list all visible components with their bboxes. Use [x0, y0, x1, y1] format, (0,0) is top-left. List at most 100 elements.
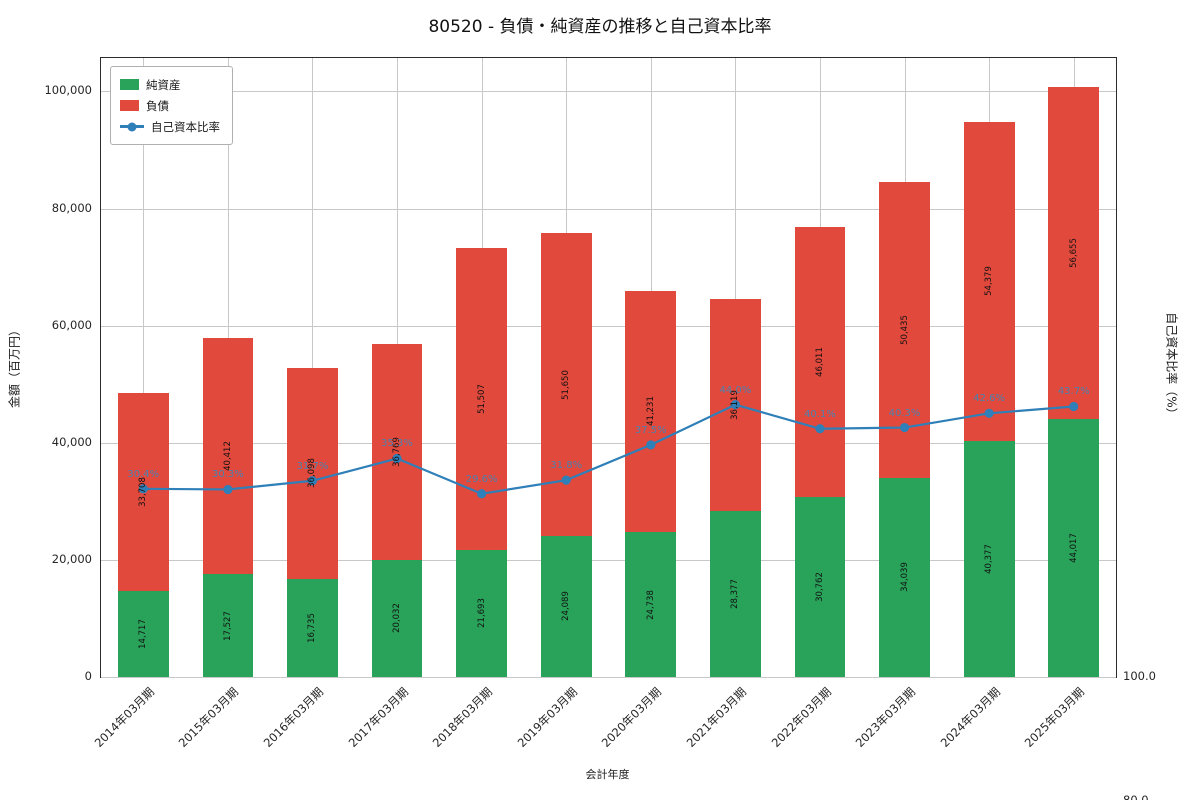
bar-segment-equity — [202, 574, 254, 677]
x-tick-text: 2017年03月期 — [345, 684, 411, 751]
legend-label-liabilities: 負債 — [146, 98, 169, 113]
bar-segment-equity — [1048, 419, 1100, 677]
x-tick-text: 2024年03月期 — [937, 684, 1003, 751]
grid-line-vertical — [312, 58, 314, 677]
ratio-label: 42.6% — [973, 393, 1006, 405]
legend-line-ratio-icon — [120, 122, 144, 131]
x-tick-text: 2021年03月期 — [683, 684, 749, 751]
ratio-point — [307, 476, 318, 486]
grid-line-vertical — [143, 58, 145, 677]
bar-segment-equity — [540, 535, 592, 677]
ratio-trend-line — [138, 400, 1079, 499]
bar-segment-liabilities — [371, 344, 423, 560]
bar-segment-equity — [963, 440, 1015, 677]
bar-segment-equity — [371, 559, 423, 677]
bar-segment-liabilities — [794, 227, 846, 497]
ratio-point — [815, 424, 825, 434]
ratio-point — [477, 489, 487, 499]
ratio-point — [1069, 401, 1079, 412]
bar-segment-liabilities — [202, 337, 254, 575]
ratio-point — [899, 422, 910, 433]
value-label-equity: 40,377 — [984, 543, 995, 574]
value-label-equity: 16,735 — [307, 613, 318, 643]
value-label-liabilities: 46,011 — [814, 347, 825, 378]
value-label-liabilities: 51,507 — [476, 384, 487, 415]
ratio-point — [223, 484, 233, 495]
y-left-tick-label: 40,000 — [51, 434, 92, 449]
legend-item-ratio: 自己資本比率 — [120, 116, 220, 137]
value-label-liabilities: 54,379 — [984, 266, 995, 297]
y-axis-right-label: 自己資本比率（%） — [1164, 312, 1179, 420]
y-axis-left-label: 金額（百万円） — [7, 323, 22, 409]
y-left-tick-label: 80,000 — [51, 200, 92, 215]
bar-segment-equity — [287, 579, 338, 677]
x-tick-text: 2018年03月期 — [429, 684, 496, 751]
x-axis-label: 会計年度 — [585, 768, 630, 781]
ratio-point — [984, 408, 994, 418]
bar-segment-liabilities — [540, 233, 592, 536]
value-label-equity: 44,017 — [1068, 533, 1079, 563]
legend-item-equity: 純資産 — [120, 74, 220, 95]
plot-area: 14,717 33,708 17,527 40,412 16,735 36,098 20,0… — [100, 57, 1117, 678]
ratio-label: 40.1% — [804, 408, 836, 420]
ratio-label: 30.3% — [211, 469, 244, 481]
ratio-label: 30.4% — [127, 468, 160, 480]
y-left-tick-label: 100,000 — [44, 83, 92, 98]
value-label-equity: 24,089 — [561, 591, 572, 622]
bar-segment-liabilities — [1048, 87, 1100, 420]
grid-line-horizontal — [101, 442, 1116, 444]
legend: 純資産 負債 自己資本比率 — [110, 66, 233, 145]
chart-title: 80520 - 負債・純資産の推移と自己資本比率 — [428, 17, 772, 37]
legend-dot-ratio-icon — [127, 122, 137, 131]
grid-line-horizontal — [101, 208, 1116, 210]
ratio-label: 29.6% — [465, 473, 498, 485]
value-label-equity: 30,762 — [814, 572, 825, 602]
bar-segment-equity — [625, 532, 677, 677]
bar-segment-equity — [117, 590, 169, 677]
value-label-liabilities: 41,231 — [645, 396, 656, 427]
bar-segment-liabilities — [963, 122, 1015, 441]
ratio-point — [730, 400, 740, 410]
value-label-liabilities: 40,412 — [222, 441, 233, 471]
value-label-liabilities: 50,435 — [899, 315, 910, 345]
grid-line-horizontal — [101, 559, 1116, 561]
x-tick-text: 2016年03月期 — [260, 684, 327, 751]
legend-label-ratio: 自己資本比率 — [151, 119, 220, 134]
ratio-point — [646, 440, 656, 450]
legend-swatch-equity — [120, 79, 139, 90]
x-tick-text: 2020年03月期 — [599, 684, 665, 751]
value-label-liabilities: 51,650 — [561, 369, 572, 400]
y-left-tick-label: 60,000 — [51, 317, 92, 332]
value-label-equity: 24,738 — [645, 589, 656, 620]
bar-segment-equity — [879, 477, 930, 677]
value-label-equity: 17,527 — [222, 610, 233, 641]
grid-line-horizontal — [101, 325, 1116, 327]
y-right-tick-label: 80.0 — [1123, 792, 1149, 800]
bar-segment-liabilities — [456, 248, 507, 550]
legend-item-liabilities: 負債 — [120, 95, 220, 116]
y-left-tick-label: 20,000 — [51, 551, 92, 566]
legend-swatch-liabilities — [120, 100, 139, 111]
value-label-equity: 34,039 — [899, 562, 910, 593]
ratio-label: 43.7% — [1057, 386, 1090, 398]
y-right-tick-label: 100.0 — [1123, 669, 1156, 683]
value-label-equity: 21,693 — [476, 598, 487, 629]
bar-segment-equity — [710, 510, 761, 677]
grid-line-horizontal — [101, 677, 1116, 678]
x-tick-text: 2015年03月期 — [176, 684, 242, 751]
ratio-label: 44.0% — [719, 384, 752, 396]
ratio-label: 40.3% — [888, 407, 921, 419]
ratio-label: 31.8% — [550, 460, 583, 472]
ratio-point — [392, 453, 402, 464]
legend-label-equity: 純資産 — [146, 77, 181, 92]
value-label-liabilities: 33,708 — [138, 477, 149, 507]
y-left-tick-label: 0 — [84, 669, 92, 683]
ratio-label: 35.3% — [381, 438, 413, 450]
value-label-equity: 14,717 — [138, 619, 149, 649]
bar-segment-liabilities — [625, 290, 677, 533]
x-tick-text: 2023年03月期 — [852, 684, 919, 751]
value-label-equity: 28,377 — [730, 579, 741, 609]
value-label-liabilities: 56,655 — [1068, 238, 1079, 269]
value-label-equity: 20,032 — [392, 603, 403, 634]
